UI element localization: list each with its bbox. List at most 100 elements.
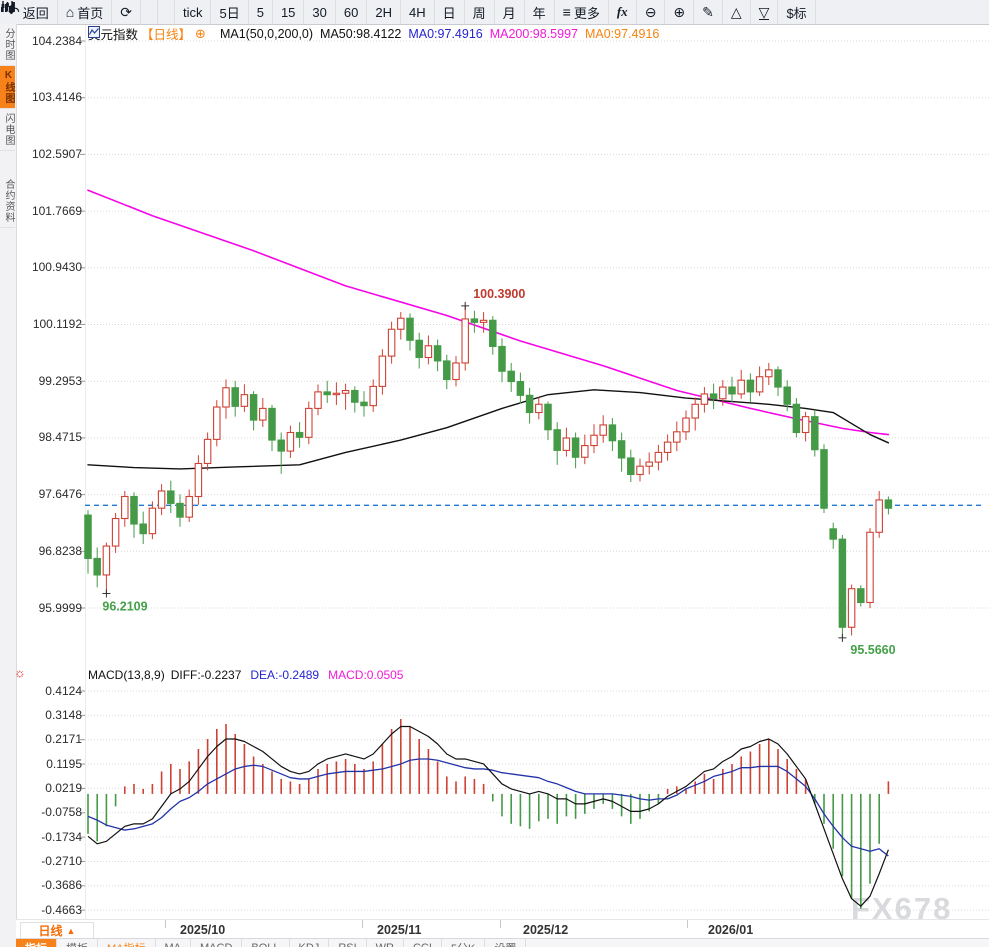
period-60-button-label: 60: [343, 4, 359, 20]
period-selector-arrow-icon: ▲: [66, 925, 76, 936]
taskbar-item-BOLL[interactable]: BOLL: [242, 939, 290, 947]
macd-title: MACD(13,8,9): [88, 668, 165, 682]
month-tick: [165, 920, 166, 928]
period-5-button[interactable]: 5: [249, 0, 273, 24]
time-axis: 日线 ▲ 2025/10 2025/11 2025/12 2026/01: [16, 919, 989, 939]
zoom-out-button[interactable]: ⊖: [637, 0, 666, 24]
taskbar-item-MACD[interactable]: MACD: [191, 939, 243, 947]
more-button-label: 更多: [573, 5, 600, 21]
draw-button[interactable]: ✎: [694, 0, 723, 24]
home-icon: ⌂: [65, 4, 75, 20]
date-label: 2025/12: [523, 923, 569, 937]
macd-settings-icon[interactable]: ☼: [14, 665, 26, 680]
refresh-icon: ⟳: [120, 4, 132, 20]
date-label: 2025/10: [180, 923, 226, 937]
triangle-up-icon: △: [730, 4, 742, 20]
taskbar-item-模板[interactable]: 模板: [57, 939, 98, 947]
triangle-down-button[interactable]: ▽: [751, 0, 779, 24]
period-week-button-label: 周: [472, 5, 486, 21]
taskbar-item-MA[interactable]: MA: [156, 939, 191, 947]
price-annotation: 96.2109: [102, 599, 147, 613]
price-axis-label: 99.2953: [38, 373, 82, 388]
macd-axis-label: 0.0219: [45, 780, 82, 795]
taskbar-item-CCI[interactable]: CCI: [404, 939, 442, 947]
macd-axis-label: -0.2710: [41, 853, 82, 868]
candlestick-chart-icon: [1, 1, 14, 12]
period-year-button[interactable]: 年: [525, 0, 555, 24]
sidebar-item-contract-info[interactable]: 合约资料: [0, 175, 15, 228]
macd-axis-label: -0.0758: [41, 805, 82, 820]
period-month-button[interactable]: 月: [495, 0, 525, 24]
taskbar-item-设置[interactable]: 设置: [485, 939, 527, 947]
tick-button[interactable]: tick: [175, 0, 212, 24]
taskbar-item-KDJ[interactable]: KDJ: [290, 939, 330, 947]
add-indicator-icon[interactable]: ⊕: [195, 25, 206, 41]
price-axis-label: 102.5907: [31, 146, 82, 161]
period-2h-button-label: 2H: [375, 4, 392, 20]
period-30-button[interactable]: 30: [304, 0, 336, 24]
candlestick-button[interactable]: [1, 0, 175, 24]
price-axis-label: 100.1192: [32, 317, 82, 331]
formula-button[interactable]: fx: [609, 0, 637, 24]
price-axis-label: 104.2384: [31, 33, 82, 48]
macd-axis-label: -0.1734: [41, 829, 82, 844]
macd-axis-label: 0.4124: [45, 683, 82, 698]
period-label: 【日线】: [141, 28, 192, 42]
period-5d-button[interactable]: 5日: [211, 0, 249, 24]
dollar-button-label: $标: [786, 5, 807, 21]
tick-button-label: tick: [182, 4, 203, 20]
macd-dea-value: DEA:-0.2489: [250, 668, 320, 682]
price-axis-label: 95.9999: [38, 600, 82, 615]
main-chart-legend: 美元指数 【日线】 ⊕ MA1(50,0,200,0) MA50:98.4122…: [88, 25, 659, 42]
sidebar-item-kline-chart[interactable]: K线图: [0, 66, 15, 109]
ma-settings-text: MA1(50,0,200,0): [219, 26, 314, 41]
price-annotation: 100.3900: [473, 287, 525, 301]
taskbar-item-MA指标[interactable]: MA指标: [98, 939, 156, 947]
period-week-button[interactable]: 周: [465, 0, 495, 24]
dollar-button[interactable]: $标: [778, 0, 816, 24]
macd-macd-value: MACD:0.0505: [328, 668, 404, 682]
period-15-button[interactable]: 15: [273, 0, 305, 24]
chart-type-sidebar: 分时图 K线图 闪电图合约资料: [0, 24, 17, 947]
macd-axis-label: 0.3148: [45, 707, 82, 722]
period-60-button[interactable]: 60: [336, 0, 368, 24]
period-5d-button-label: 5日: [219, 5, 240, 21]
taskbar-item-WR[interactable]: WR: [367, 939, 404, 947]
period-4h-button[interactable]: 4H: [401, 0, 435, 24]
period-day-button-label: 日: [442, 5, 456, 21]
macd-axis-label: 0.2171: [45, 732, 82, 747]
period-year-button-label: 年: [532, 5, 546, 21]
macd-axis-label: -0.3686: [41, 878, 82, 893]
refresh-button[interactable]: ⟳: [112, 0, 141, 24]
taskbar-item-5分K[interactable]: 5分K: [442, 939, 486, 947]
bar-chart-button[interactable]: [1, 0, 158, 24]
sidebar-item-lightning-chart[interactable]: 闪电图: [0, 109, 15, 151]
formula-button-label: fx: [616, 4, 628, 19]
triangle-down-icon: ▽: [758, 3, 770, 20]
period-selector[interactable]: 日线 ▲: [20, 922, 94, 939]
taskbar-item-指标[interactable]: 指标: [16, 939, 57, 947]
macd-legend: MACD(13,8,9) DIFF:-0.2237 DEA:-0.2489 MA…: [88, 668, 403, 682]
price-axis-label: 103.4146: [31, 90, 82, 105]
bar-chart-icon: [1, 2, 15, 12]
price-axis-label: 101.7669: [31, 203, 82, 218]
zoom-in-button[interactable]: ⊕: [665, 0, 695, 24]
more-button[interactable]: ≡ 更多: [555, 0, 609, 24]
period-4h-button-label: 4H: [408, 4, 426, 20]
home-button[interactable]: ⌂ 首页: [58, 0, 113, 24]
macd-diff-value: DIFF:-0.2237: [170, 668, 242, 682]
sidebar-item-time-chart[interactable]: 分时图: [0, 24, 15, 66]
period-2h-button[interactable]: 2H: [367, 0, 401, 24]
month-tick: [362, 920, 363, 928]
taskbar-item-RSI[interactable]: RSI: [329, 939, 367, 947]
macd-axis-label: 0.1195: [46, 756, 82, 771]
home-button-label: 首页: [77, 5, 104, 21]
period-30-button-label: 30: [312, 4, 327, 20]
price-axis-label: 96.8238: [38, 543, 82, 558]
period-day-button[interactable]: 日: [435, 0, 465, 24]
more-icon: ≡: [562, 4, 571, 20]
triangle-up-button[interactable]: △: [723, 0, 751, 24]
